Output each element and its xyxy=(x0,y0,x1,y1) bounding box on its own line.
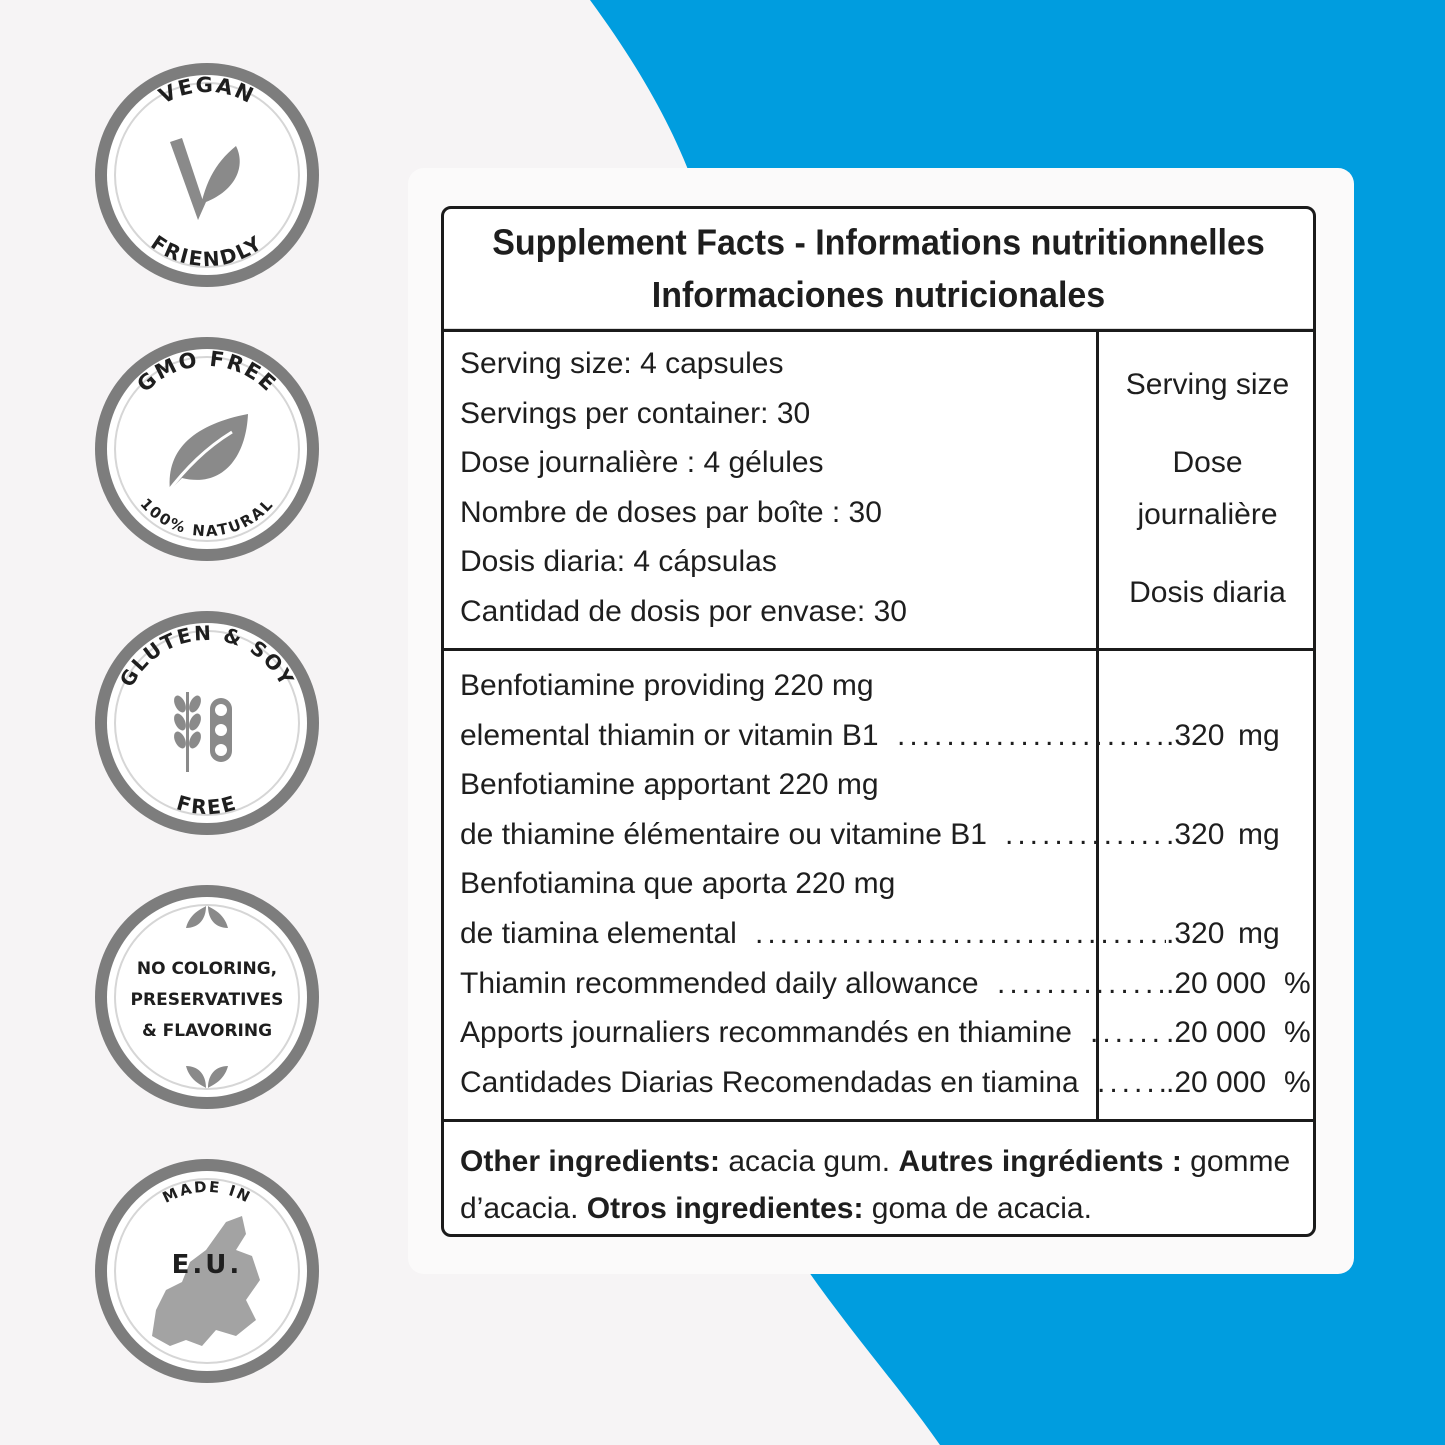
nutrient-amount: .320 xyxy=(1166,916,1225,950)
nutrient-amount: .320 xyxy=(1166,718,1225,752)
nutrient-unit: mg xyxy=(1238,817,1280,851)
vegan-friendly-badge: VEGAN FRIENDLY xyxy=(86,54,328,296)
facts-title-line2: Informaciones nutricionales xyxy=(651,275,1106,316)
serving-line: Servings per container: 30 xyxy=(460,396,811,430)
nutrient-name: de thiamine élémentaire ou vitamine B1 xyxy=(460,817,987,851)
nutrient-name: Benfotiamina que aporta 220 mg xyxy=(460,867,896,901)
leader-dots: ........................................… xyxy=(1097,1065,1166,1099)
nutrient-unit: % xyxy=(1284,1016,1311,1050)
gluten-soy-free-badge: GLUTEN & SOY FREE xyxy=(86,602,328,844)
nutrient-unit: % xyxy=(1284,966,1311,1000)
leader-dots: ........................................… xyxy=(755,916,1166,950)
serving-line: Nombre de doses par boîte : 30 xyxy=(460,495,882,529)
serving-info: Serving size: 4 capsules Servings per co… xyxy=(460,339,907,637)
facts-title: Supplement Facts - Informations nutritio… xyxy=(444,209,1313,332)
leaf-icon xyxy=(164,414,248,495)
column-header-line: Dosis diaria xyxy=(1129,576,1286,609)
nutrient-unit: % xyxy=(1284,1065,1311,1099)
serving-line: Dose journalière : 4 gélules xyxy=(460,446,824,480)
serving-line: Serving size: 4 capsules xyxy=(460,347,784,380)
column-header-line: Serving size xyxy=(1125,368,1290,401)
made-in-eu-badge: MADE IN E.U. xyxy=(86,1150,328,1392)
nutrient-name: de tiamina elemental xyxy=(460,916,737,950)
column-header-line: journalière xyxy=(1137,498,1278,531)
gmo-free-badge: GMO FREE 100% NATURAL xyxy=(86,328,328,570)
nutrient-rows: Benfotiamine providing 220 mg elemental t… xyxy=(460,661,1311,1108)
other-label-es: Otros ingredientes: xyxy=(586,1192,864,1225)
nutrient-row: Benfotiamina que aporta 220 mg xyxy=(460,859,1300,909)
serving-line: Cantidad de dosis por envase: 30 xyxy=(460,594,907,628)
serving-section: Serving size: 4 capsules Servings per co… xyxy=(444,329,1313,651)
column-divider xyxy=(1096,329,1099,651)
leaf-v-icon xyxy=(170,138,240,220)
supplement-facts-table: Supplement Facts - Informations nutritio… xyxy=(441,206,1316,1237)
badge-bottom-text: FREE xyxy=(174,790,238,819)
nutrient-name: Apports journaliers recommandés en thiam… xyxy=(460,1016,1072,1050)
nutrient-name: elemental thiamin or vitamin B1 xyxy=(460,718,879,752)
column-divider xyxy=(1096,651,1099,1122)
nutrient-amount: .320 xyxy=(1166,817,1225,851)
other-value-en: acacia gum. xyxy=(720,1145,899,1178)
serving-column-header: Serving size Dose journalière Dosis diar… xyxy=(1099,359,1313,619)
nutrient-row: Cantidades Diarias Recomendadas en tiami… xyxy=(460,1058,1311,1108)
column-header-line: Dose xyxy=(1172,446,1243,479)
serving-line: Dosis diaria: 4 cápsulas xyxy=(460,545,777,579)
nutrient-name: Thiamin recommended daily allowance xyxy=(460,966,979,1000)
nutrient-unit: mg xyxy=(1238,718,1280,752)
nutrient-amount: .20 000 xyxy=(1166,1065,1267,1099)
nutrient-row: Thiamin recommended daily allowance.....… xyxy=(460,959,1311,1009)
nutrient-amount: .20 000 xyxy=(1166,1016,1267,1050)
wheat-soy-icon xyxy=(174,692,232,772)
nutrient-name: Benfotiamine providing 220 mg xyxy=(460,669,874,702)
leader-dots: ........................................… xyxy=(1005,817,1166,851)
nutrient-row: de tiamina elemental....................… xyxy=(460,909,1300,959)
europe-map-icon xyxy=(152,1216,260,1346)
nutrient-row: de thiamine élémentaire ou vitamine B1..… xyxy=(460,810,1300,860)
leader-dots: ........................................… xyxy=(997,966,1166,1000)
leader-dots: ........................................… xyxy=(1090,1016,1166,1050)
nutrient-row: Benfotiamine apportant 220 mg xyxy=(460,760,1300,810)
badge-center-lines: NO COLORING, PRESERVATIVES & FLAVORING xyxy=(86,954,328,1047)
other-label-fr: Autres ingrédients : xyxy=(898,1145,1182,1178)
nutrient-row: Benfotiamine providing 220 mg xyxy=(460,661,1300,711)
nutrient-row: elemental thiamin or vitamin B1.........… xyxy=(460,711,1300,761)
nutrient-amount: .20 000 xyxy=(1166,966,1267,1000)
no-coloring-badge: NO COLORING, PRESERVATIVES & FLAVORING xyxy=(86,876,328,1118)
badge-center-text: E.U. xyxy=(171,1250,243,1280)
leader-dots: ........................................… xyxy=(897,718,1166,752)
svg-text:FREE: FREE xyxy=(174,790,240,819)
facts-title-line1: Supplement Facts - Informations nutritio… xyxy=(492,222,1265,263)
badge-line: & FLAVORING xyxy=(141,1021,273,1041)
badge-line: NO COLORING, xyxy=(136,959,278,979)
other-value-es: goma de acacia. xyxy=(863,1192,1092,1225)
nutrient-name: Cantidades Diarias Recomendadas en tiami… xyxy=(460,1065,1079,1099)
other-label-en: Other ingredients: xyxy=(460,1145,721,1178)
leaves-icon xyxy=(186,906,228,1088)
other-ingredients: Other ingredients: acacia gum. Autres in… xyxy=(444,1122,1313,1232)
nutrient-unit: mg xyxy=(1238,916,1280,950)
nutrients-section: Benfotiamine providing 220 mg elemental t… xyxy=(444,651,1313,1122)
other-value-fr: gomme d’acacia. xyxy=(460,1145,1291,1225)
nutrient-row: Apports journaliers recommandés en thiam… xyxy=(460,1008,1311,1058)
nutrient-name: Benfotiamine apportant 220 mg xyxy=(460,768,879,802)
badge-line: PRESERVATIVES xyxy=(130,990,284,1010)
